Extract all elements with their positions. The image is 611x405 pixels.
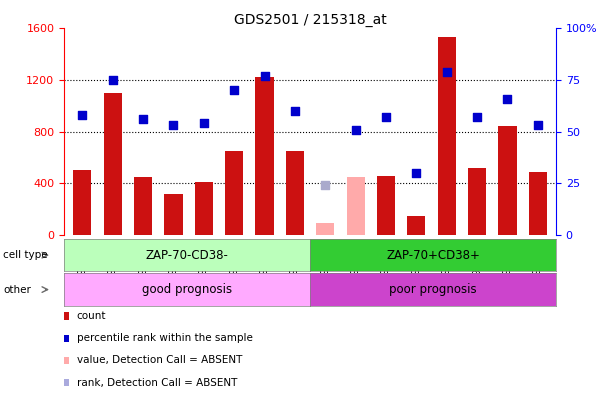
Text: poor prognosis: poor prognosis — [389, 283, 477, 296]
Bar — [225, 151, 243, 235]
Bar — [286, 151, 304, 235]
Bar — [499, 126, 516, 235]
Point — [229, 87, 239, 94]
Text: rank, Detection Call = ABSENT: rank, Detection Call = ABSENT — [77, 378, 237, 388]
Text: good prognosis: good prognosis — [142, 283, 232, 296]
Text: ZAP-70+CD38+: ZAP-70+CD38+ — [386, 249, 480, 262]
Title: GDS2501 / 215318_at: GDS2501 / 215318_at — [233, 13, 386, 27]
Point — [199, 120, 209, 127]
Bar — [408, 215, 425, 235]
Text: ZAP-70-CD38-: ZAP-70-CD38- — [145, 249, 229, 262]
Point — [260, 72, 269, 79]
Bar — [73, 171, 92, 235]
Point — [411, 170, 421, 176]
Point — [108, 77, 118, 83]
Point — [502, 95, 512, 102]
Text: other: other — [3, 285, 31, 294]
Text: count: count — [77, 311, 106, 321]
Bar — [316, 223, 334, 235]
Point — [533, 122, 543, 129]
Bar — [134, 177, 152, 235]
Bar — [346, 177, 365, 235]
Bar — [437, 37, 456, 235]
Bar — [164, 194, 183, 235]
Point — [169, 122, 178, 129]
Text: cell type: cell type — [3, 250, 48, 260]
Point — [442, 68, 452, 75]
Bar — [255, 77, 274, 235]
Text: percentile rank within the sample: percentile rank within the sample — [77, 333, 252, 343]
Bar — [468, 168, 486, 235]
Point — [138, 116, 148, 122]
Point — [78, 112, 87, 118]
Point — [381, 114, 391, 120]
Bar — [195, 182, 213, 235]
Point — [472, 114, 482, 120]
Point — [290, 108, 300, 114]
Point — [320, 182, 330, 189]
Bar — [377, 175, 395, 235]
Bar — [104, 93, 122, 235]
Point — [351, 126, 360, 133]
Text: value, Detection Call = ABSENT: value, Detection Call = ABSENT — [77, 356, 242, 365]
Bar — [529, 172, 547, 235]
